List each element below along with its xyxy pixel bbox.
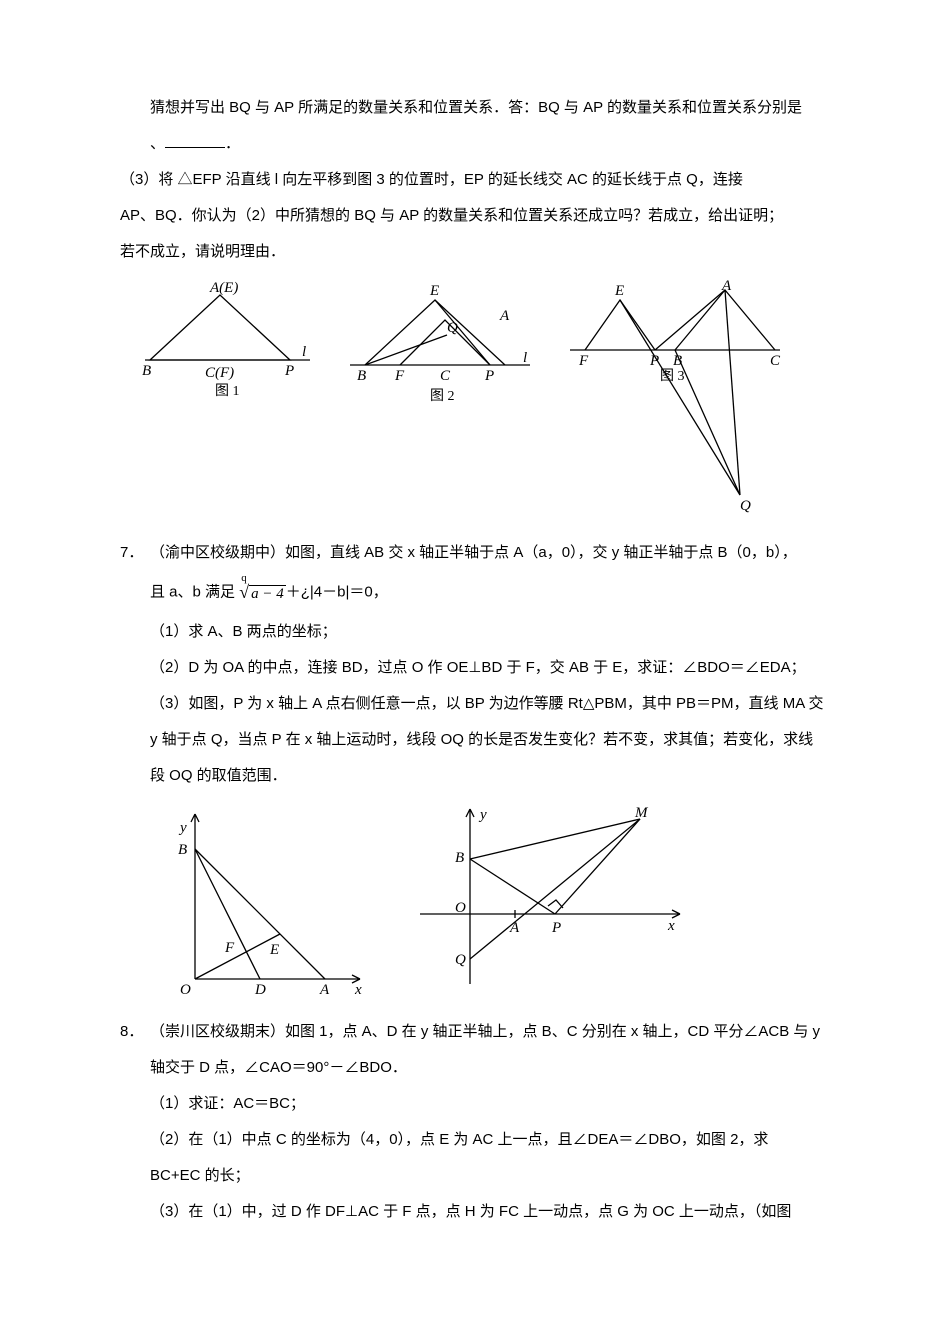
svg-text:M: M <box>634 805 649 821</box>
svg-text:Q: Q <box>447 320 458 336</box>
svg-text:C: C <box>770 353 781 369</box>
svg-text:C: C <box>440 368 451 384</box>
svg-text:l: l <box>523 350 527 366</box>
p8-num: 8． <box>120 1014 150 1230</box>
svg-text:O: O <box>455 900 466 916</box>
p7-body: （渝中区校级期中）如图，直线 AB 交 x 轴正半轴于点 A（a，0），交 y … <box>150 535 860 1014</box>
p7-s3c: 段 OQ 的取值范围． <box>150 758 860 794</box>
p7-s1: （1）求 A、B 两点的坐标； <box>150 614 860 650</box>
p7-eq-mid: ＋¿|4－b|＝0， <box>286 584 388 601</box>
p8-body: （崇川区校级期末）如图 1，点 A、D 在 y 轴正半轴上，点 B、C 分别在 … <box>150 1014 860 1230</box>
svg-text:P: P <box>284 363 294 379</box>
svg-text:B: B <box>142 363 151 379</box>
svg-text:P: P <box>484 368 494 384</box>
p6-line3: （3）将 △EFP 沿直线 l 向左平移到图 3 的位置时，EP 的延长线交 A… <box>120 162 860 198</box>
problem-8: 8． （崇川区校级期末）如图 1，点 A、D 在 y 轴正半轴上，点 B、C 分… <box>120 1014 860 1230</box>
p6-line1: 猜想并写出 BQ 与 AP 所满足的数量关系和位置关系．答：BQ 与 AP 的数… <box>120 90 860 126</box>
svg-text:Q: Q <box>455 952 466 968</box>
p7-fig-right: y M B O A P x Q <box>410 804 690 994</box>
svg-text:A(E): A(E) <box>209 280 238 296</box>
p7-s2: （2）D 为 OA 的中点，连接 BD，过点 O 作 OE⊥BD 于 F，交 A… <box>150 650 860 686</box>
svg-text:A: A <box>499 308 510 324</box>
svg-text:E: E <box>269 942 279 958</box>
p7-eq-prefix: 且 a、b 满足 <box>150 584 235 601</box>
svg-text:B: B <box>673 353 682 369</box>
p8-s3: （3）在（1）中，过 D 作 DF⊥AC 于 F 点，点 H 为 FC 上一动点… <box>150 1194 860 1230</box>
p6-line2-suffix: ． <box>225 135 240 152</box>
svg-text:y: y <box>478 807 487 823</box>
svg-text:B: B <box>178 842 187 858</box>
p7-eq-line: 且 a、b 满足 q √a − 4 ＋¿|4－b|＝0， <box>150 571 860 614</box>
svg-text:x: x <box>354 982 362 994</box>
p8-s1: （1）求证：AC＝BC； <box>150 1086 860 1122</box>
svg-text:图 3: 图 3 <box>660 369 685 384</box>
p8-s2b: BC+EC 的长； <box>150 1158 860 1194</box>
p7-head: （渝中区校级期中）如图，直线 AB 交 x 轴正半轴于点 A（a，0），交 y … <box>150 535 860 571</box>
svg-text:y: y <box>178 820 187 836</box>
svg-text:A: A <box>319 982 330 994</box>
p6-fig2: E A Q B F C P l 图 2 <box>345 280 535 405</box>
p7-s3b: y 轴于点 Q，当点 P 在 x 轴上运动时，线段 OQ 的长是否发生变化？若不… <box>150 722 860 758</box>
problem-6-continuation: 猜想并写出 BQ 与 AP 所满足的数量关系和位置关系．答：BQ 与 AP 的数… <box>120 90 860 515</box>
svg-text:l: l <box>302 344 306 360</box>
blank-fill <box>165 132 225 149</box>
svg-text:F: F <box>224 940 235 956</box>
svg-text:C(F): C(F) <box>205 365 234 381</box>
p6-line5: 若不成立，请说明理由． <box>120 234 860 270</box>
p6-line4: AP、BQ．你认为（2）中所猜想的 BQ 与 AP 的数量关系和位置关系还成立吗… <box>120 198 860 234</box>
svg-text:B: B <box>455 850 464 866</box>
problem-7: 7． （渝中区校级期中）如图，直线 AB 交 x 轴正半轴于点 A（a，0），交… <box>120 535 860 1014</box>
p8-head2: 轴交于 D 点，∠CAO＝90°－∠BDO． <box>150 1050 860 1086</box>
svg-text:E: E <box>429 283 439 299</box>
p8-head: （崇川区校级期末）如图 1，点 A、D 在 y 轴正半轴上，点 B、C 分别在 … <box>150 1014 860 1050</box>
p6-fig1: A(E) B C(F) P l 图 1 <box>140 280 315 400</box>
p6-fig3: E A F P B C Q 图 3 <box>565 280 785 515</box>
svg-text:F: F <box>394 368 405 384</box>
svg-text:F: F <box>578 353 589 369</box>
svg-text:P: P <box>551 920 561 936</box>
p6-line2: 、． <box>120 126 860 162</box>
p6-figure-row: A(E) B C(F) P l 图 1 E A Q B F C P l 图 2 <box>140 280 860 515</box>
svg-text:图 1: 图 1 <box>215 384 240 399</box>
svg-text:B: B <box>357 368 366 384</box>
svg-text:A: A <box>509 920 520 936</box>
svg-text:D: D <box>254 982 266 994</box>
svg-text:x: x <box>667 918 675 934</box>
svg-text:A: A <box>721 280 732 294</box>
p7-s3a: （3）如图，P 为 x 轴上 A 点右侧任意一点，以 BP 为边作等腰 Rt△P… <box>150 686 860 722</box>
svg-text:图 2: 图 2 <box>430 389 455 404</box>
svg-text:O: O <box>180 982 191 994</box>
p7-num: 7． <box>120 535 150 1014</box>
svg-text:Q: Q <box>740 498 751 514</box>
svg-text:P: P <box>649 353 659 369</box>
p7-fig-left: y B F E O D A x <box>170 804 370 994</box>
p6-line2-prefix: 、 <box>150 135 165 152</box>
svg-text:E: E <box>614 283 624 299</box>
p8-s2a: （2）在（1）中点 C 的坐标为（4，0），点 E 为 AC 上一点，且∠DEA… <box>150 1122 860 1158</box>
p7-figure-row: y B F E O D A x <box>170 804 860 994</box>
p7-sqrt: q √a − 4 <box>239 571 286 614</box>
